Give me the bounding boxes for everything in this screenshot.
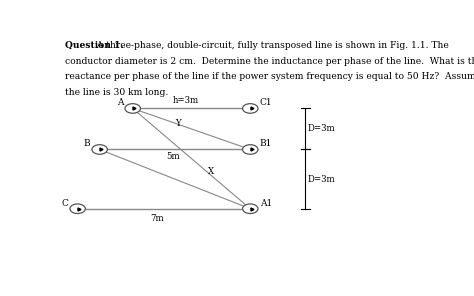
Text: D=3m: D=3m bbox=[307, 124, 335, 133]
Circle shape bbox=[125, 104, 140, 113]
Text: X: X bbox=[208, 167, 214, 176]
Text: Y: Y bbox=[175, 119, 181, 128]
Text: B1: B1 bbox=[260, 139, 272, 148]
Text: A: A bbox=[117, 98, 123, 107]
Text: A1: A1 bbox=[260, 199, 272, 207]
Circle shape bbox=[70, 204, 85, 213]
Text: D=3m: D=3m bbox=[307, 175, 335, 184]
Circle shape bbox=[243, 204, 258, 213]
Text: A three-phase, double-circuit, fully transposed line is shown in Fig. 1.1. The: A three-phase, double-circuit, fully tra… bbox=[91, 41, 449, 50]
Text: reactance per phase of the line if the power system frequency is equal to 50 Hz?: reactance per phase of the line if the p… bbox=[65, 72, 474, 81]
Circle shape bbox=[92, 145, 108, 154]
Text: 5m: 5m bbox=[166, 152, 180, 161]
Text: 7m: 7m bbox=[150, 214, 164, 223]
Text: the line is 30 km long.: the line is 30 km long. bbox=[65, 88, 168, 97]
Circle shape bbox=[243, 145, 258, 154]
Text: C: C bbox=[61, 199, 68, 207]
Text: B: B bbox=[83, 139, 90, 148]
Text: h=3m: h=3m bbox=[173, 96, 199, 105]
Text: C1: C1 bbox=[260, 98, 273, 107]
Text: Question 1.: Question 1. bbox=[65, 41, 123, 50]
Circle shape bbox=[243, 104, 258, 113]
Text: conductor diameter is 2 cm.  Determine the inductance per phase of the line.  Wh: conductor diameter is 2 cm. Determine th… bbox=[65, 57, 474, 66]
